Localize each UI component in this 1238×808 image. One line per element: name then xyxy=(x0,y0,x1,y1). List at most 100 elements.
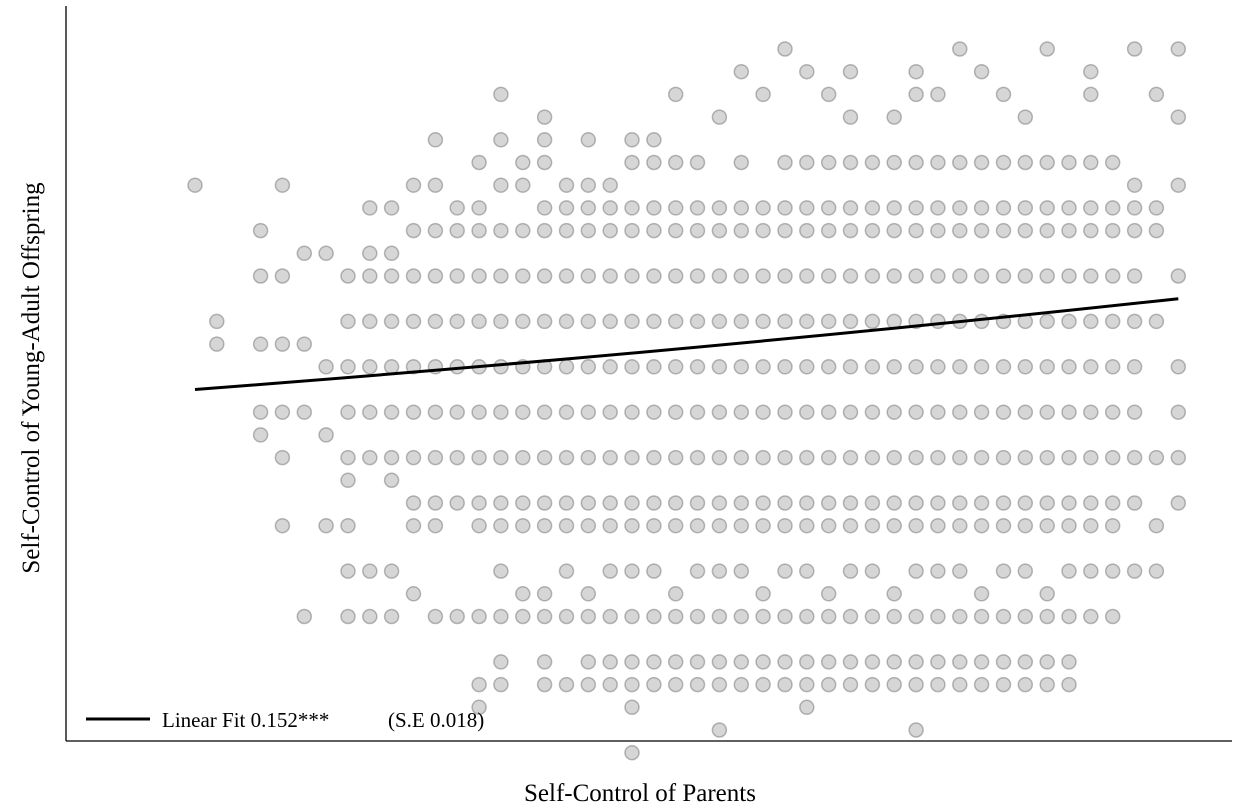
scatter-point xyxy=(689,268,706,284)
scatter-point xyxy=(340,608,356,625)
scatter-point xyxy=(995,404,1012,420)
scatter-point xyxy=(952,495,968,511)
scatter-point xyxy=(1039,200,1055,216)
scatter-point xyxy=(908,722,924,738)
scatter-point xyxy=(471,268,487,284)
scatter-point xyxy=(515,313,531,330)
scatter-point xyxy=(1039,222,1055,239)
scatter-point xyxy=(1039,449,1055,466)
scatter-point xyxy=(799,676,815,693)
scatter-point xyxy=(667,268,684,284)
scatter-point xyxy=(536,654,553,670)
scatter-point xyxy=(864,654,881,670)
scatter-point xyxy=(777,608,793,625)
scatter-point xyxy=(842,359,859,375)
scatter-point xyxy=(777,200,793,216)
scatter-point xyxy=(930,517,946,534)
scatter-point xyxy=(1039,676,1055,693)
scatter-point xyxy=(471,313,487,330)
scatter-point xyxy=(580,359,597,375)
scatter-point xyxy=(536,132,553,148)
scatter-point xyxy=(711,608,728,625)
scatter-point xyxy=(536,495,553,511)
scatter-point xyxy=(1083,154,1099,171)
scatter-point xyxy=(493,268,509,284)
scatter-point xyxy=(1126,268,1143,284)
scatter-point xyxy=(1017,222,1034,239)
scatter-point xyxy=(493,86,509,103)
scatter-point xyxy=(689,676,706,693)
scatter-point xyxy=(1104,313,1121,330)
scatter-point xyxy=(908,608,924,625)
scatter-point xyxy=(515,449,531,466)
scatter-point xyxy=(952,154,968,171)
scatter-point xyxy=(536,608,553,625)
scatter-point xyxy=(624,132,640,148)
scatter-point xyxy=(930,449,946,466)
scatter-point xyxy=(580,495,597,511)
scatter-point xyxy=(558,517,575,534)
scatter-point xyxy=(1126,222,1143,239)
scatter-point xyxy=(864,495,881,511)
scatter-point xyxy=(252,268,269,284)
scatter-point xyxy=(515,495,531,511)
scatter-point xyxy=(362,245,378,262)
scatter-point xyxy=(383,200,400,216)
scatter-point xyxy=(952,608,968,625)
scatter-point xyxy=(711,517,728,534)
scatter-point xyxy=(646,563,662,579)
scatter-point xyxy=(952,222,968,239)
scatter-point xyxy=(799,654,815,670)
scatter-point xyxy=(1017,200,1034,216)
scatter-point xyxy=(777,359,793,375)
scatter-point xyxy=(973,268,990,284)
scatter-point xyxy=(667,359,684,375)
scatter-point xyxy=(1083,268,1099,284)
scatter-point xyxy=(842,63,859,80)
scatter-point xyxy=(995,563,1012,579)
scatter-point xyxy=(1170,109,1187,125)
scatter-point xyxy=(602,359,618,375)
scatter-point xyxy=(908,495,924,511)
scatter-point xyxy=(1104,608,1121,625)
scatter-point xyxy=(733,608,750,625)
scatter-point xyxy=(318,359,334,375)
scatter-point xyxy=(405,404,422,420)
scatter-point xyxy=(667,313,684,330)
scatter-point xyxy=(493,404,509,420)
scatter-point xyxy=(274,177,291,193)
scatter-point xyxy=(733,449,750,466)
scatter-point xyxy=(667,449,684,466)
scatter-point xyxy=(646,654,662,670)
scatter-point xyxy=(646,676,662,693)
scatter-point xyxy=(886,200,902,216)
scatter-point xyxy=(952,676,968,693)
scatter-point xyxy=(471,449,487,466)
scatter-point xyxy=(842,449,859,466)
scatter-point xyxy=(536,449,553,466)
scatter-point xyxy=(755,200,771,216)
scatter-point xyxy=(1017,449,1034,466)
scatter-point xyxy=(1061,222,1077,239)
scatter-point xyxy=(930,200,946,216)
scatter-point xyxy=(580,654,597,670)
scatter-point xyxy=(405,449,422,466)
scatter-point xyxy=(1061,563,1077,579)
scatter-point xyxy=(602,200,618,216)
scatter-point xyxy=(1170,359,1187,375)
scatter-point xyxy=(820,676,837,693)
scatter-point xyxy=(995,222,1012,239)
scatter-point xyxy=(733,63,750,80)
scatter-point xyxy=(646,359,662,375)
scatter-point xyxy=(930,222,946,239)
scatter-point xyxy=(777,222,793,239)
scatter-point xyxy=(842,608,859,625)
scatter-point xyxy=(1061,154,1077,171)
scatter-point xyxy=(799,359,815,375)
scatter-point xyxy=(536,586,553,602)
scatter-point xyxy=(580,177,597,193)
scatter-point xyxy=(580,268,597,284)
scatter-point xyxy=(646,608,662,625)
scatter-point xyxy=(777,495,793,511)
scatter-point xyxy=(755,495,771,511)
